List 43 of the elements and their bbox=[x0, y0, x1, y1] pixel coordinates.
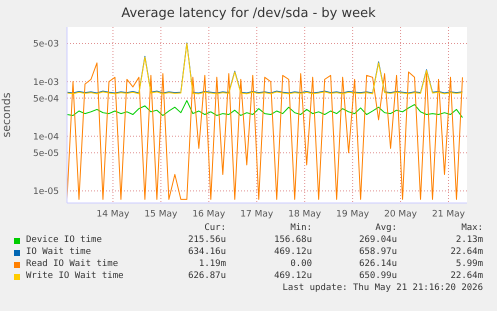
text: 626.14u bbox=[359, 259, 397, 269]
text: 1.19m bbox=[198, 259, 226, 269]
y-tick-label: 5e-05 bbox=[33, 148, 59, 159]
text: 156.68u bbox=[274, 235, 312, 245]
text: 22.64m bbox=[450, 271, 483, 281]
text: 22.64m bbox=[450, 247, 483, 257]
y-tick-label: 1e-03 bbox=[33, 78, 59, 88]
x-tick-label: 17 May bbox=[240, 209, 274, 220]
text: Min: bbox=[290, 223, 312, 233]
text: 269.04u bbox=[359, 235, 397, 245]
text: 215.56u bbox=[188, 235, 226, 245]
text: Last update: Thu May 21 21:16:20 2026 bbox=[282, 283, 483, 293]
text: 2.13m bbox=[456, 235, 483, 245]
x-tick-label: 18 May bbox=[288, 209, 322, 220]
legend-label: Write IO Wait time bbox=[26, 271, 124, 281]
x-tick-label: 21 May bbox=[432, 209, 466, 220]
text: 5.99m bbox=[456, 259, 483, 269]
legend-label: Read IO Wait time bbox=[26, 259, 118, 269]
chart-title: Average latency for /dev/sda - by week bbox=[120, 6, 377, 21]
x-tick-label: 16 May bbox=[192, 209, 226, 220]
text: 469.12u bbox=[274, 271, 312, 281]
text: 634.16u bbox=[188, 247, 226, 257]
y-axis-title: seconds bbox=[0, 92, 13, 138]
text: 626.87u bbox=[188, 271, 226, 281]
x-tick-label: 14 May bbox=[96, 209, 130, 220]
x-tick-label: 19 May bbox=[336, 209, 370, 220]
y-tick-label: 5e-03 bbox=[33, 40, 59, 50]
line-series bbox=[67, 62, 463, 200]
legend-label: Device IO time bbox=[26, 235, 102, 245]
text: Max: bbox=[461, 223, 483, 233]
x-tick-label: 15 May bbox=[144, 209, 178, 220]
y-tick-label: 1e-04 bbox=[33, 132, 60, 142]
y-tick-label: 5e-04 bbox=[33, 94, 60, 104]
text: 469.12u bbox=[274, 247, 312, 257]
legend-label: IO Wait time bbox=[26, 247, 92, 257]
line-series bbox=[67, 100, 463, 118]
text: Avg: bbox=[375, 223, 397, 233]
y-tick-label: 1e-05 bbox=[33, 187, 59, 198]
text: 0.00 bbox=[290, 259, 312, 269]
text: Cur: bbox=[204, 223, 226, 233]
x-tick-label: 20 May bbox=[384, 209, 418, 220]
text: 658.97u bbox=[359, 247, 397, 257]
text: 650.99u bbox=[359, 271, 397, 281]
